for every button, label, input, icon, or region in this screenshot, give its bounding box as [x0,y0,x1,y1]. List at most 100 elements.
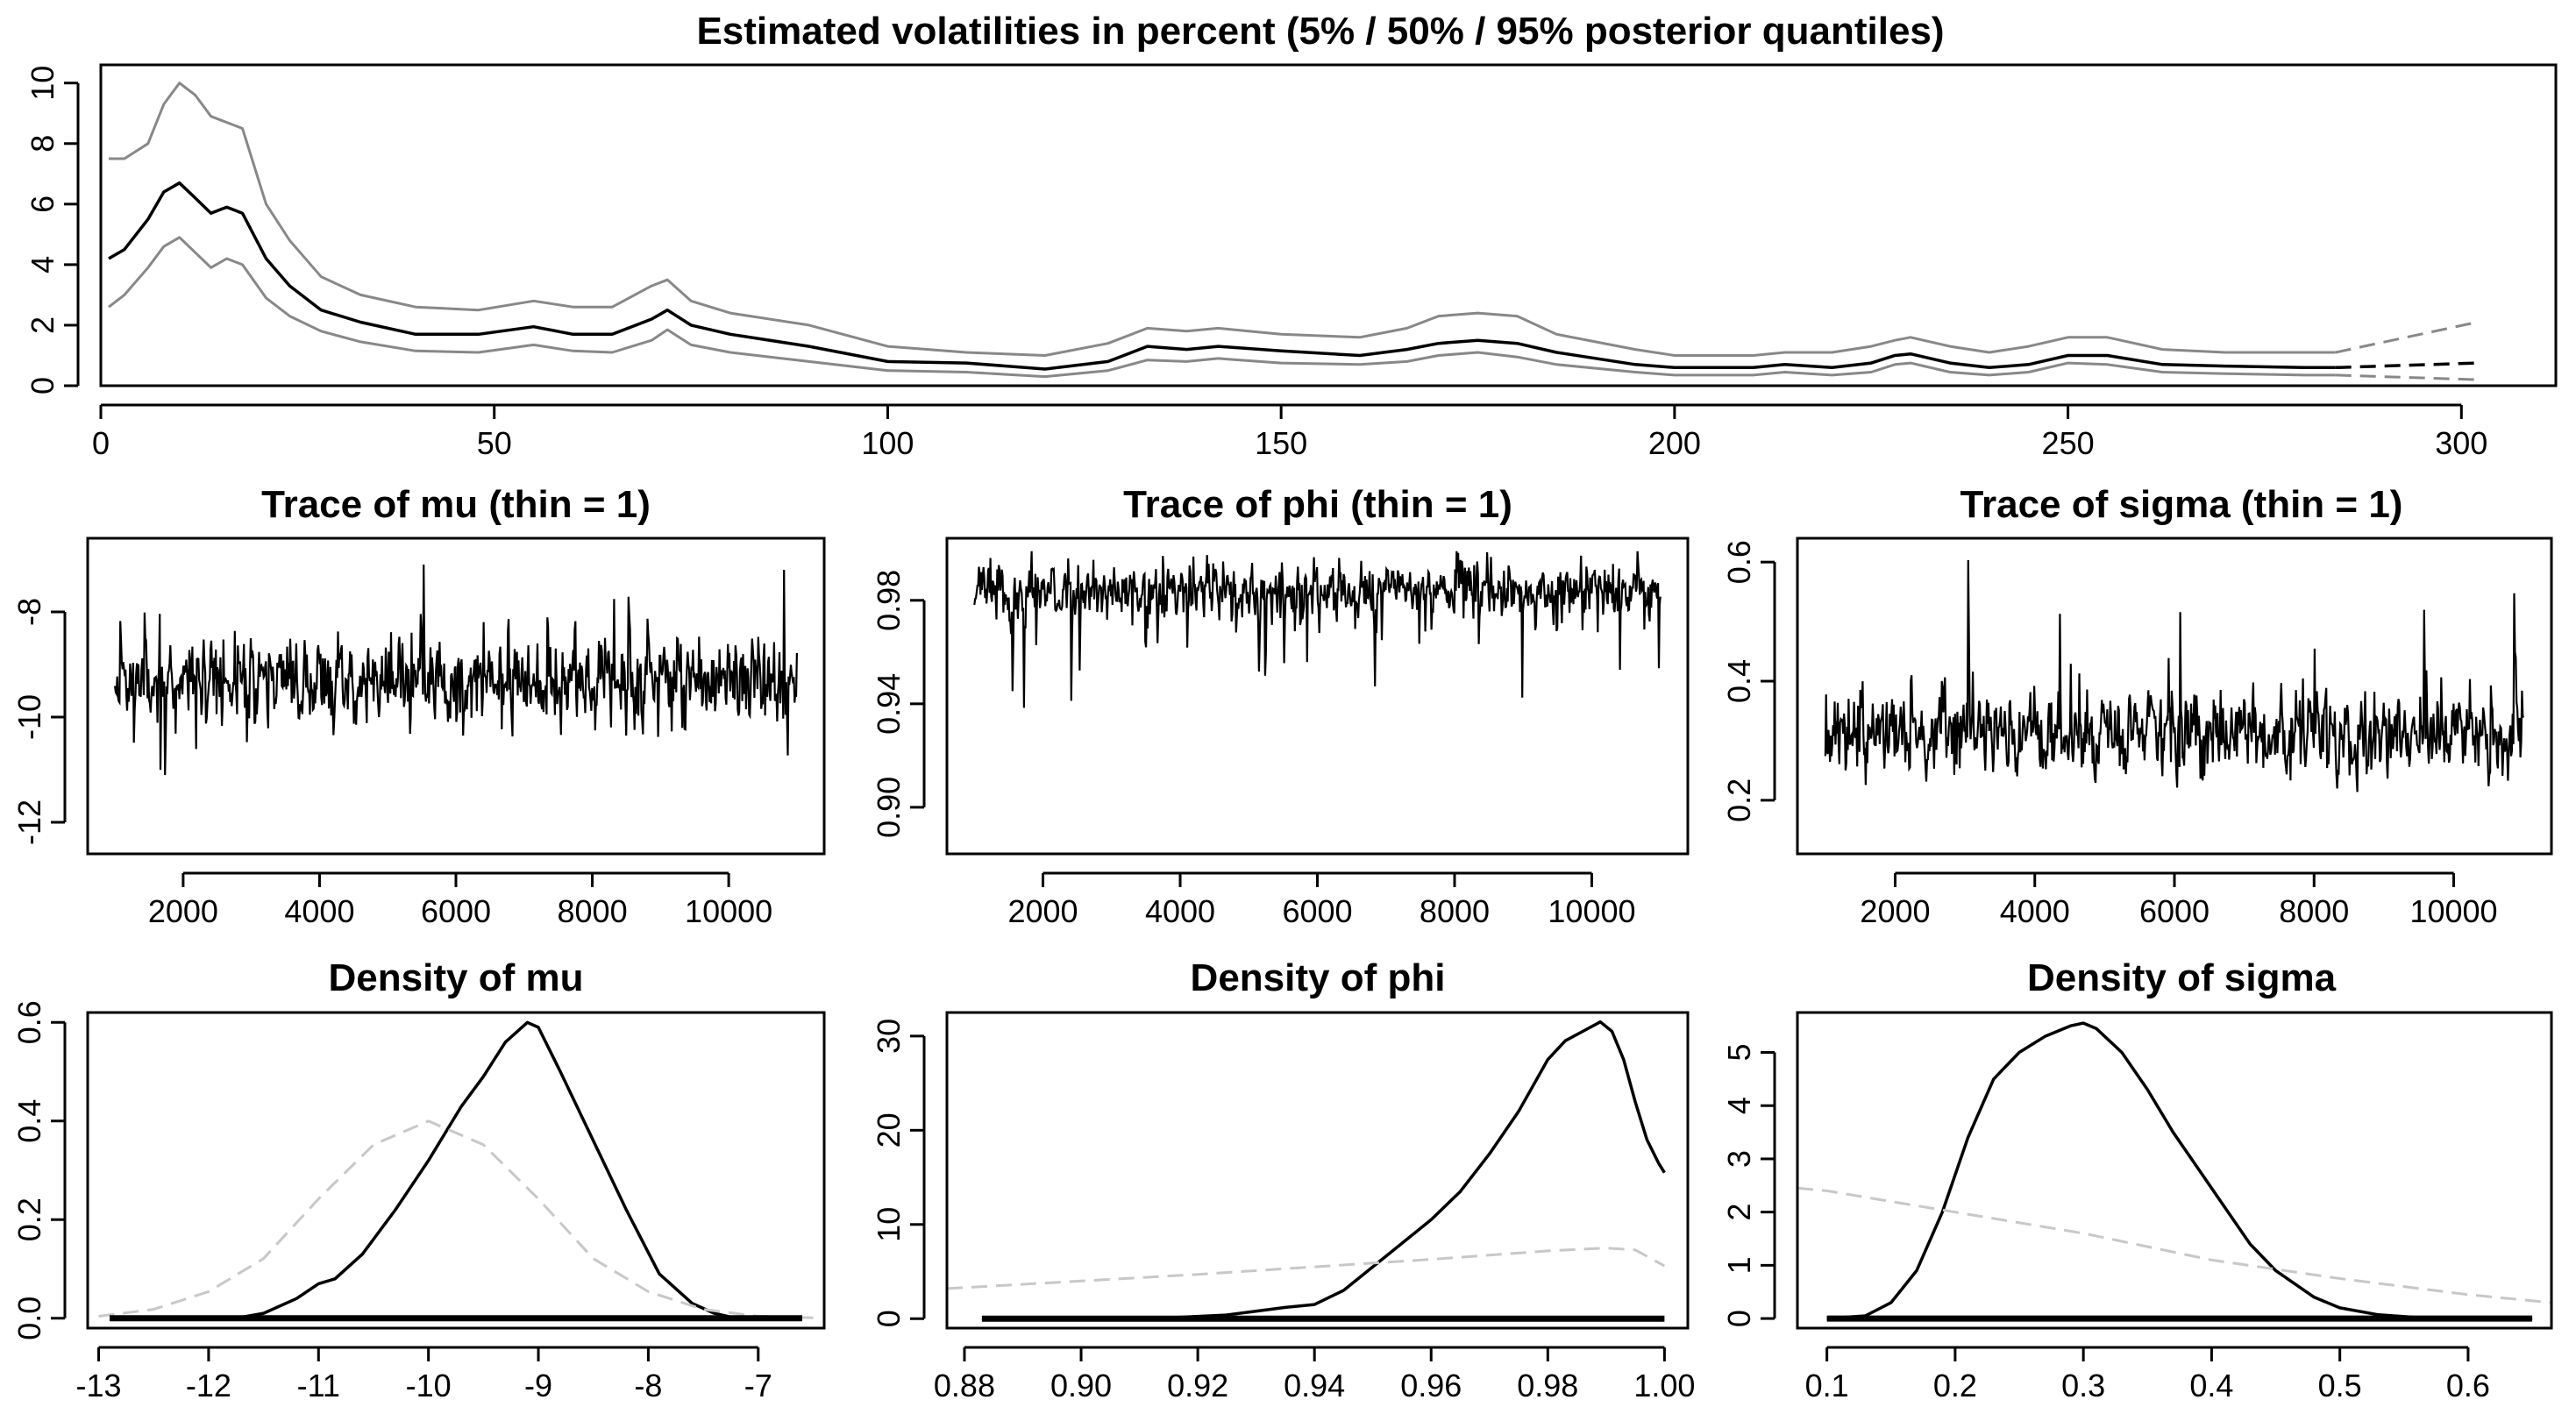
dens_mu-y-tick-label: 0.4 [11,1099,47,1143]
vol-y-tick-label: 10 [25,66,60,101]
trace_mu-x-tick-label: 2000 [148,893,218,929]
dens_sigma-y-tick-label: 0 [1721,1310,1757,1327]
dens_mu-x-tick-label: -7 [744,1368,772,1403]
panel-density-sigma: Density of sigma 0.1 0.2 0.3 0.4 0.5 0.6 0 1 2 3 4… [1721,956,2553,1403]
panel-trace-mu-title: Trace of mu (thin = 1) [261,483,651,526]
vol-x-tick-label: 0 [92,425,110,461]
panel-trace-sigma-frame [1796,537,2553,856]
vol-y-tick-label: 6 [25,195,60,213]
panel-trace-sigma-title: Trace of sigma (thin = 1) [1960,483,2403,526]
trace_mu-y-tick-label: -8 [11,598,47,626]
dens_sigma-y-tick-label: 5 [1721,1044,1757,1062]
dens_mu-x-tick-label: -10 [406,1368,452,1403]
trace_sigma-x-tick-label: 10000 [2409,893,2497,929]
trace_sigma-y-tick-label: 0.2 [1721,778,1757,822]
dens_phi-x-tick-label: 0.90 [1050,1368,1112,1403]
panel-trace-phi: Trace of phi (thin = 1) 2000 4000 6000 8000… [871,483,1690,929]
trace_sigma-x-tick-label: 6000 [2139,893,2210,929]
dens_phi-y-tick-label: 0 [871,1310,907,1327]
trace_sigma-x-tick-label: 8000 [2279,893,2349,929]
panel-volatility-title: Estimated volatilities in percent (5% / … [696,10,1944,53]
dens_phi-x-tick-label: 1.00 [1633,1368,1695,1403]
panel-trace-phi-title: Trace of phi (thin = 1) [1123,483,1512,526]
dens_mu-y-tick-label: 0.0 [11,1297,47,1340]
trace_sigma-x-tick-label: 2000 [1860,893,1930,929]
dens_sigma-x-tick-label: 0.6 [2446,1368,2490,1403]
dens_phi-y-tick-label: 10 [871,1207,907,1242]
vol-x-tick-label: 200 [1648,425,1701,461]
trace_mu-y-tick-label: -12 [11,799,47,845]
vol-x-tick-label: 300 [2435,425,2487,461]
dens_sigma-series-prior-density [1797,1186,2552,1304]
vol-series-95-quantile [109,82,2336,357]
dens_sigma-y-tick-label: 4 [1721,1097,1757,1114]
dens_mu-x-tick-label: -9 [524,1368,552,1403]
panel-density-mu: Density of mu -13 -12 -11 -10 -9 -8 -7 0.0 0.2 0.… [11,956,826,1403]
trace_phi-x-tick-label: 4000 [1145,893,1215,929]
trace_phi-x-tick-label: 8000 [1420,893,1490,929]
trace_sigma-x-tick-label: 4000 [2000,893,2070,929]
panel-density-sigma-frame [1796,1011,2553,1330]
vol-x-tick-label: 150 [1255,425,1307,461]
trace_mu-x-tick-label: 6000 [421,893,491,929]
vol-y-tick-label: 0 [25,377,60,394]
dens_sigma-x-tick-label: 0.1 [1805,1368,1849,1403]
vol-x-tick-label: 50 [477,425,512,461]
dens_sigma-x-tick-label: 0.4 [2189,1368,2233,1403]
trace_phi-x-tick-label: 2000 [1007,893,1078,929]
trace_phi-x-tick-label: 6000 [1282,893,1352,929]
vol-y-tick-label: 2 [25,316,60,334]
dens_sigma-y-tick-label: 1 [1721,1256,1757,1274]
dens_phi-y-tick-label: 30 [871,1019,907,1054]
dens_mu-x-tick-label: -8 [634,1368,662,1403]
trace_phi-y-tick-label: 0.98 [871,570,907,631]
trace_sigma-trace-line [1824,559,2525,792]
dens_sigma-y-tick-label: 3 [1721,1150,1757,1168]
dens_mu-series-prior-density [98,1119,814,1319]
dens_phi-x-tick-label: 0.92 [1167,1368,1228,1403]
panel-density-mu-frame [86,1011,826,1330]
vol-y-tick-label: 8 [25,135,60,153]
dens_mu-x-tick-label: -13 [76,1368,122,1403]
trace_mu-x-tick-label: 10000 [685,893,772,929]
trace_sigma-y-tick-label: 0.4 [1721,659,1757,703]
dens_mu-y-tick-label: 0.2 [11,1197,47,1241]
dens_phi-series-posterior-density [981,1020,1666,1321]
dens_mu-series-posterior-density [110,1020,737,1320]
panel-density-sigma-title: Density of sigma [2027,956,2337,999]
dens_phi-x-tick-label: 0.98 [1517,1368,1578,1403]
dens_sigma-x-tick-label: 0.5 [2318,1368,2362,1403]
trace_sigma-y-tick-label: 0.6 [1721,540,1757,584]
panel-volatility: Estimated volatilities in percent (5% / … [25,10,2558,461]
panel-density-phi-title: Density of phi [1191,956,1446,999]
panel-density-phi: Density of phi 0.88 0.90 0.92 0.94 0.96 0.98 1… [871,956,1695,1403]
dens_sigma-series-posterior-density [1826,1021,2533,1320]
dens_mu-y-tick-label: 0.6 [11,1000,47,1044]
dens_mu-x-tick-label: -11 [297,1368,340,1403]
panel-trace-phi-frame [945,537,1690,856]
vol-y-tick-label: 4 [25,256,60,274]
trace_phi-trace-line [973,551,1662,708]
dens_phi-y-tick-label: 20 [871,1112,907,1148]
panel-volatility-frame [99,63,2558,387]
dens_sigma-x-tick-label: 0.3 [2061,1368,2105,1403]
dens_mu-x-tick-label: -12 [186,1368,231,1403]
trace_mu-x-tick-label: 8000 [558,893,628,929]
vol-series-5-quantile [108,236,2336,379]
dens_sigma-y-tick-label: 2 [1721,1204,1757,1221]
panel-density-mu-title: Density of mu [329,956,584,999]
trace_phi-x-tick-label: 10000 [1548,893,1635,929]
trace_mu-y-tick-label: -10 [11,694,47,740]
vol-x-tick-label: 250 [2042,425,2095,461]
vol-series-50-median [108,181,2336,371]
vol-x-tick-label: 100 [861,425,914,461]
panel-density-phi-frame [945,1011,1690,1330]
trace_phi-y-tick-label: 0.90 [871,777,907,838]
panel-trace-mu-frame [86,537,826,856]
dens_phi-series-prior-density [946,1247,1666,1290]
trace_mu-x-tick-label: 4000 [284,893,354,929]
dens_phi-x-tick-label: 0.96 [1400,1368,1462,1403]
panel-trace-mu: Trace of mu (thin = 1) 2000 4000 6000 8000 1… [11,483,826,929]
dens_sigma-x-tick-label: 0.2 [1933,1368,1977,1403]
